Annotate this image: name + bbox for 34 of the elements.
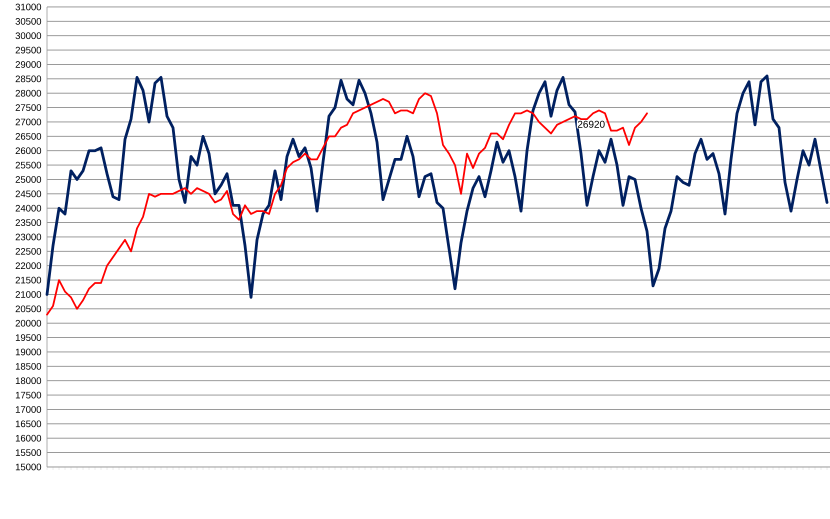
y-tick-label: 18000 <box>16 377 42 384</box>
y-tick-label: 19000 <box>16 348 42 356</box>
y-tick-label: 27500 <box>16 104 42 111</box>
y-tick-label: 24000 <box>16 204 42 212</box>
y-tick-label: 21500 <box>16 276 42 284</box>
y-tick-label: 29000 <box>16 61 42 68</box>
y-tick-label: 24500 <box>16 190 42 198</box>
y-tick-label: 29500 <box>16 46 42 54</box>
y-tick-label: 28500 <box>16 76 42 82</box>
y-tick-label: 16000 <box>16 434 42 442</box>
y-tick-label: 20500 <box>16 306 42 312</box>
y-tick-label: 19500 <box>16 334 42 341</box>
y-tick-label: 18500 <box>16 363 42 370</box>
y-tick-label: 26500 <box>16 133 42 140</box>
y-tick-label: 27000 <box>16 118 42 126</box>
y-tick-label: 30500 <box>16 18 42 25</box>
y-tick-label: 20000 <box>16 320 42 327</box>
y-tick-label: 25000 <box>16 176 42 183</box>
y-tick-label: 15500 <box>16 449 42 456</box>
y-tick-label: 22500 <box>16 248 42 255</box>
y-tick-label: 23500 <box>16 219 42 226</box>
y-tick-label: 30000 <box>16 32 42 40</box>
annotation: 26920 <box>578 120 605 128</box>
y-tick-label: 28000 <box>16 90 42 97</box>
y-tick-label: 15000 <box>16 464 42 470</box>
y-tick-label: 17000 <box>16 406 42 413</box>
y-tick-label: 31000 <box>16 4 42 10</box>
y-tick-label: 21000 <box>16 291 42 298</box>
y-tick-label: 23000 <box>16 234 42 240</box>
y-tick-label: 16500 <box>16 420 42 428</box>
y-tick-label: 25500 <box>16 162 42 168</box>
y-tick-label: 17500 <box>16 392 42 398</box>
y-tick-label: 22000 <box>16 262 42 270</box>
y-tick-label: 26000 <box>16 147 42 154</box>
